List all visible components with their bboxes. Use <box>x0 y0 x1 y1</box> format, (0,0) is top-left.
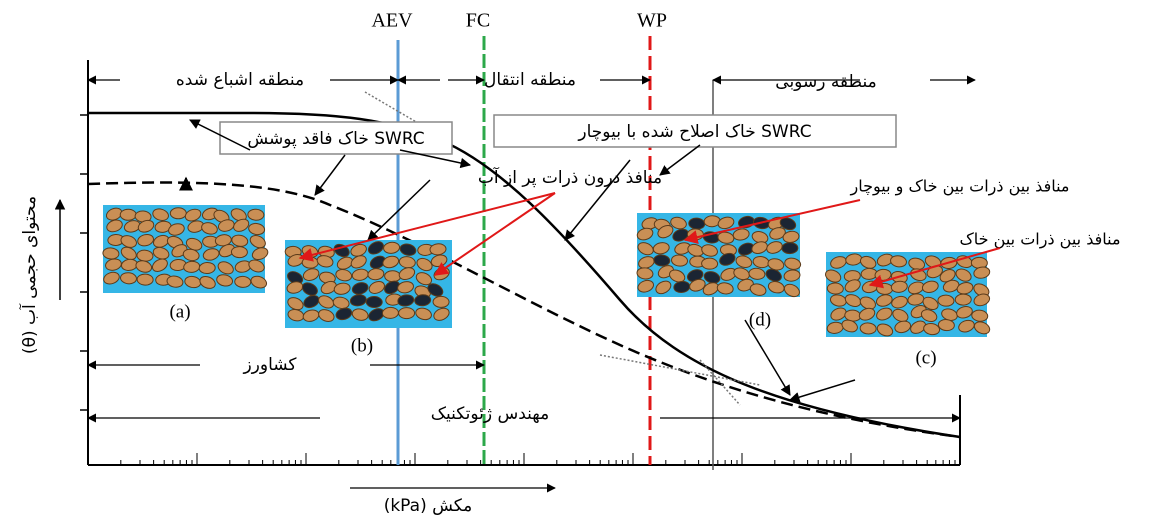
soil-particle <box>955 294 971 305</box>
soil-particle <box>938 295 955 307</box>
soil-particle <box>231 246 247 258</box>
soil-particle <box>120 209 136 220</box>
biochar-particle <box>782 242 798 253</box>
diagram: AEV FC WP منطقه اشباع شده منطقه انتقال منطقه … <box>0 0 1155 516</box>
biochar-particle <box>366 296 382 308</box>
pointer-arrow <box>315 155 345 195</box>
drawing: AEV FC WP منطقه اشباع شده منطقه انتقال منطقه … <box>18 10 1121 516</box>
sample-label: (a) <box>169 301 190 322</box>
aev-label: AEV <box>371 10 413 32</box>
soil-particle <box>701 258 717 270</box>
zone-label: منطقه رسوبی <box>775 72 876 92</box>
sample-label: (c) <box>915 347 936 368</box>
sample-label: (b) <box>351 335 373 356</box>
soil-particle <box>234 276 251 288</box>
red-arrow <box>435 193 555 275</box>
pointer-arrow <box>660 145 700 175</box>
soil-particle <box>827 283 844 295</box>
soil-particle <box>433 296 449 307</box>
annotation: منافذ درون ذرات پر از آب <box>478 166 662 188</box>
fc-label: FC <box>466 10 490 32</box>
soil-particle <box>876 283 893 295</box>
x-axis-title: مکش (kPa) <box>384 496 473 516</box>
soil-particle <box>137 274 153 286</box>
soil-particle <box>382 307 399 319</box>
soil-particle <box>384 270 400 282</box>
sample-label: (d) <box>749 309 771 330</box>
y-axis-title: محتوای حجمی آب (θ) <box>18 196 40 354</box>
zone-label: منطقه انتقال <box>484 70 576 90</box>
annotation: منافذ بین ذرات بین خاک <box>959 230 1120 250</box>
soil-particle <box>199 262 216 274</box>
pointer-arrow <box>745 320 790 395</box>
soil-particle <box>302 257 318 268</box>
zone-label: منطقه اشباع شده <box>176 70 304 90</box>
soil-particle <box>399 308 415 319</box>
annotation: منافذ بین ذرات بین خاک و بیوچار <box>850 177 1070 197</box>
geotech-label: مهندس ژئوتکنیک <box>431 404 549 424</box>
soil-particle <box>248 209 265 221</box>
pointer-arrow <box>790 380 855 400</box>
curve-label: SWRC خاک فاقد پوشش <box>247 129 424 149</box>
wp-label: WP <box>637 10 667 32</box>
soil-particle <box>170 208 186 219</box>
curve-label: SWRC خاک اصلاح شده با بیوچار <box>577 122 811 142</box>
farmer-label: کشاورز <box>242 355 297 375</box>
